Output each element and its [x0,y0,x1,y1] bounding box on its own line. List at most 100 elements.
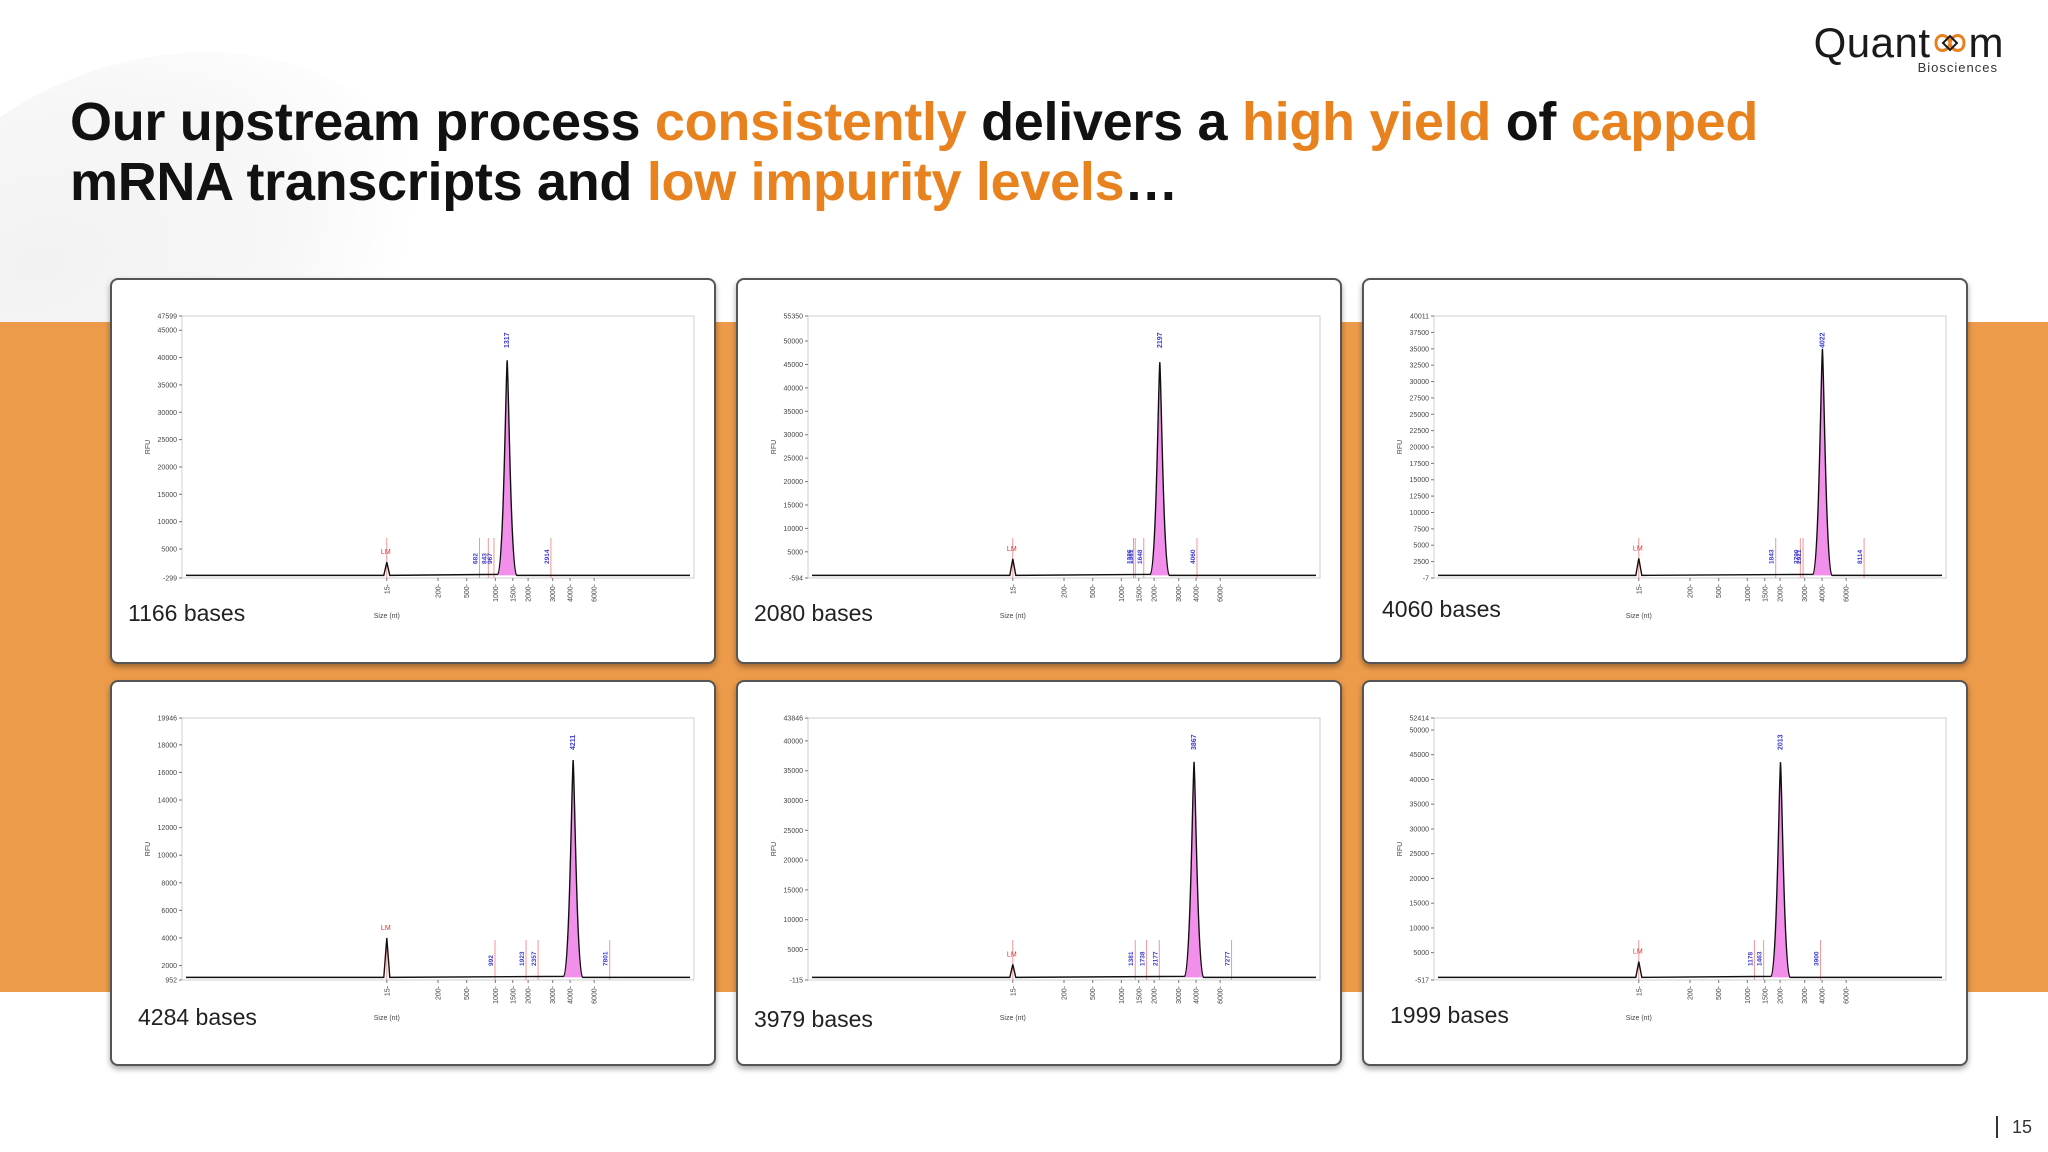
x-tick-label: 3000- [1802,985,1809,1004]
x-tick-label: 4000- [1194,583,1201,602]
y-tick-label: 40000 [1410,777,1430,784]
y-axis-label: RFU [145,842,152,856]
marker-label: 1326 [1126,549,1133,564]
y-tick-label: 25000 [784,456,804,463]
y-tick-label: 12500 [1410,494,1430,501]
peak-size-label: 4022 [1819,332,1826,348]
title-text: delivers a [966,92,1242,152]
x-tick-label: 1000- [1745,985,1752,1004]
x-tick-label: 200- [1062,583,1069,598]
y-axis-label: RFU [771,440,778,454]
y-tick-label: -115 [790,978,804,985]
plot-frame [807,717,1321,981]
y-axis-label: RFU [145,440,152,454]
marker-label: 992 [488,955,495,966]
y-tick-label: 5000 [1413,543,1429,550]
x-tick-label: 2000- [1778,985,1785,1004]
y-tick-label: 15000 [784,887,804,894]
y-tick-label: 40000 [784,738,804,745]
y-tick-label: 25000 [158,437,178,444]
marker-label: 967 [487,553,494,564]
y-tick-label: 35000 [1410,346,1430,353]
trace-line [1438,762,1942,979]
y-tick-label: -299 [163,576,177,583]
y-tick-label: 20000 [1410,876,1430,883]
peak-area [563,760,583,978]
title-highlight: consistently [654,92,967,152]
x-tick-label: 3000- [1802,583,1809,602]
x-tick-label: 6000- [1218,985,1225,1004]
y-tick-label: 2500 [1413,559,1429,566]
chart-card-4: 952 2000 4000 6000 8000 10000 12000 14000 16000 1… [110,680,716,1066]
title-text: mRNA transcripts and [70,152,647,212]
title-text: … [1124,152,1178,212]
y-tick-label: 40000 [784,385,804,392]
y-tick-label: 10000 [784,917,804,924]
y-tick-label: 40011 [1410,314,1429,321]
x-tick-label: 200- [1062,985,1069,1000]
y-tick-label: 12000 [158,825,178,832]
y-tick-label: 17500 [1410,461,1430,468]
y-tick-label: 32500 [1410,363,1430,370]
x-tick-label: 3000- [550,583,557,602]
y-tick-label: 15000 [784,502,804,509]
y-tick-label: 47599 [158,314,178,321]
y-tick-label: -594 [789,576,803,583]
y-tick-label: 14000 [158,798,178,805]
x-tick-label: 15- [384,985,391,996]
logo-subtitle: Biosciences [1917,60,1998,75]
peak-area [1184,761,1204,978]
y-tick-label: 45000 [1410,752,1430,759]
chart-size-label: 2080 bases [754,600,873,626]
y-tick-label: 20000 [784,858,804,865]
marker-label: 1178 [1747,952,1754,966]
y-tick-label: 15000 [158,492,178,499]
y-tick-label: 952 [165,978,177,985]
x-tick-label: 1500- [1762,583,1769,602]
y-tick-label: 35000 [158,382,178,389]
x-tick-label: 2000- [526,583,533,602]
company-logo: Quant m Biosciences [1814,20,2004,76]
y-tick-label: 30000 [158,410,178,417]
marker-label: 7277 [1225,951,1232,966]
chart-size-label: 1999 bases [1390,1002,1509,1028]
x-tick-label: 1500- [1136,985,1143,1004]
y-axis-label: RFU [771,842,778,856]
y-tick-label: 22500 [1410,428,1430,435]
y-tick-label: 5000 [161,547,177,554]
title-highlight: low impurity levels [646,152,1125,212]
x-tick-label: 15- [384,583,391,594]
y-tick-label: 45000 [158,328,178,335]
peak-area [1812,348,1833,576]
y-tick-label: 10000 [158,853,178,860]
chart-card-2: -594 5000 10000 15000 20000 25000 30000 35000 40… [736,278,1342,664]
marker-label: 2921 [1796,549,1803,564]
marker-label: 1923 [519,951,526,966]
y-tick-label: 40000 [158,355,178,362]
x-tick-label: 500- [1090,985,1097,1000]
chart-card-6: -517 5000 10000 15000 20000 25000 30000 35000 40… [1362,680,1968,1066]
marker-label: 8114 [1857,550,1864,564]
marker-label: 1381 [1128,951,1135,966]
y-tick-label: 35000 [784,409,804,416]
lm-label: LM [1633,949,1643,956]
marker-label: 843 [481,553,488,564]
y-tick-label: 55350 [784,314,804,321]
y-tick-label: 50000 [784,339,804,346]
plot-frame [181,315,695,579]
y-axis-label: RFU [1397,842,1404,856]
y-tick-label: 25000 [784,828,804,835]
y-tick-label: 20000 [158,464,178,471]
x-tick-label: 6000- [1844,583,1851,602]
y-axis-label: RFU [1397,440,1404,454]
footer-divider [1996,1116,1998,1138]
y-tick-label: 20000 [1410,445,1430,452]
x-tick-label: 500- [464,583,471,598]
chart-size-label: 1166 bases [128,600,246,626]
logo-infinity-icon [1933,34,1966,52]
marker-label: 2914 [544,549,551,564]
x-tick-label: 200- [436,985,443,1000]
x-axis-label: Size (nt) [374,1015,400,1022]
y-tick-label: 4000 [161,935,177,942]
y-tick-label: 25000 [1410,851,1430,858]
